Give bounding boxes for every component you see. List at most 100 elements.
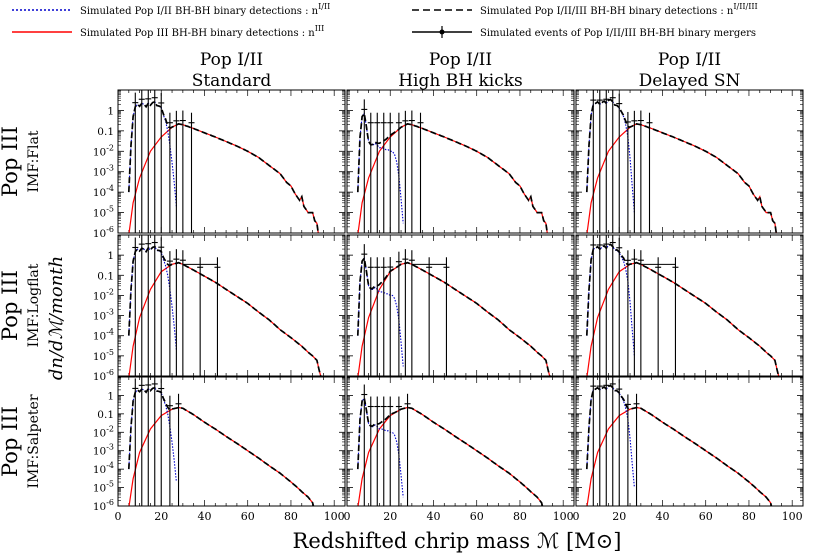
y-tick-label: 10-4 bbox=[93, 328, 114, 343]
combined-line bbox=[585, 384, 773, 506]
legend-label: Simulated events of Pop I/II/III BH-BH b… bbox=[480, 28, 756, 39]
combined-line bbox=[127, 100, 320, 233]
combined-line bbox=[356, 111, 549, 233]
x-tick-label: 20 bbox=[154, 510, 168, 523]
y-tick-label: 10-2 bbox=[93, 287, 114, 302]
panel-plot-area bbox=[585, 90, 778, 233]
x-tick-label: 0 bbox=[573, 510, 580, 523]
panel-flat-standard: 10-610-510-410-310-20.11 bbox=[93, 89, 346, 240]
legend-label-main: Simulated Pop I/II/III BH-BH binary dete… bbox=[480, 6, 734, 17]
legend-label-main: Simulated Pop III BH-BH binary detection… bbox=[80, 28, 315, 39]
y-tick-label: 10-6 bbox=[93, 498, 114, 513]
pop3-line bbox=[357, 406, 543, 506]
panel-frame bbox=[117, 376, 346, 507]
panel-plot-area bbox=[127, 90, 320, 233]
panel-plot-area bbox=[585, 235, 780, 376]
y-tick-exp: -6 bbox=[106, 498, 114, 507]
combined-line bbox=[127, 386, 315, 506]
x-tick-label: 20 bbox=[383, 510, 397, 523]
row-label-line1: Pop III bbox=[0, 270, 22, 341]
panel-frame bbox=[346, 376, 575, 507]
y-tick-base: 10 bbox=[93, 311, 106, 323]
y-tick-exp: -6 bbox=[106, 368, 114, 377]
x-tick-label: 0 bbox=[115, 510, 122, 523]
y-tick-exp: -5 bbox=[106, 480, 114, 489]
y-tick-label: 1 bbox=[107, 250, 114, 262]
x-tick-label: 20 bbox=[612, 510, 626, 523]
y-tick-label: 10-3 bbox=[93, 308, 114, 323]
panel-plot-area bbox=[127, 235, 322, 376]
column-title-line2: Standard bbox=[192, 71, 272, 91]
y-axis-label: dn/dℳ/month bbox=[46, 256, 67, 380]
y-tick-exp: -3 bbox=[106, 164, 114, 173]
y-tick-exp: -3 bbox=[106, 443, 114, 452]
combined-line bbox=[127, 245, 322, 376]
combined-line bbox=[356, 256, 551, 376]
column-title-line1: Pop I/II bbox=[200, 50, 263, 70]
panel-logflat-standard: 10-610-510-410-310-20.11 bbox=[93, 234, 346, 383]
y-tick-exp: -6 bbox=[106, 225, 114, 234]
legend-label-main: Simulated events of Pop I/II/III BH-BH b… bbox=[480, 28, 756, 39]
panel-salpeter-delayed: 0 20 40 60 80 100 bbox=[573, 376, 804, 523]
row-label-line2: IMF:Flat bbox=[26, 130, 42, 192]
panel-plot-area bbox=[127, 377, 315, 506]
combined-line bbox=[356, 396, 544, 506]
legend-entry: Simulated Pop I/II/III BH-BH binary dete… bbox=[412, 2, 758, 17]
panel-flat-delayed bbox=[575, 89, 804, 234]
x-tick-label: 60 bbox=[699, 510, 713, 523]
panel-flat-kicks bbox=[346, 89, 575, 234]
y-tick-base: 10 bbox=[93, 427, 106, 439]
panel-logflat-kicks bbox=[346, 234, 575, 377]
legend-label: Simulated Pop III BH-BH binary detection… bbox=[80, 24, 324, 39]
y-tick-base: 10 bbox=[93, 187, 106, 199]
y-tick-base: 10 bbox=[93, 167, 106, 179]
x-tick-label: 80 bbox=[513, 510, 527, 523]
y-tick-exp: -5 bbox=[106, 205, 114, 214]
row-label-line2: IMF:Logflat bbox=[26, 263, 42, 347]
y-tick-label: 10-3 bbox=[93, 443, 114, 458]
panel-plot-area bbox=[356, 384, 544, 506]
pop12-line bbox=[586, 384, 635, 488]
legend-entry: Simulated Pop I/II BH-BH binary detectio… bbox=[12, 2, 330, 17]
legend-label: Simulated Pop I/II BH-BH binary detectio… bbox=[80, 2, 330, 17]
y-tick-label: 10-6 bbox=[93, 225, 114, 240]
y-tick-label: 10-5 bbox=[93, 480, 114, 495]
legend-label-sup: I/II/III bbox=[733, 2, 757, 11]
y-tick-label: 0.1 bbox=[97, 126, 114, 138]
y-tick-base: 10 bbox=[93, 228, 106, 240]
y-tick-label: 10-3 bbox=[93, 164, 114, 179]
panel-frame bbox=[346, 89, 575, 234]
row-label-line1: Pop III bbox=[0, 126, 22, 197]
panel-salpeter-standard: 10-610-510-410-310-20.110 20 40 60 80 100 bbox=[93, 376, 346, 523]
pop3-line bbox=[586, 406, 772, 506]
x-axis-label: Redshifted chrip mass ℳ [M⊙] bbox=[293, 529, 622, 553]
y-tick-base: 10 bbox=[93, 331, 106, 343]
pop12-line bbox=[357, 112, 404, 224]
y-tick-label: 10-4 bbox=[93, 184, 114, 199]
column-title-line1: Pop I/II bbox=[658, 50, 721, 70]
panel-frame bbox=[117, 234, 346, 377]
x-tick-label: 40 bbox=[197, 510, 211, 523]
x-tick-label: 80 bbox=[284, 510, 298, 523]
pop12-line bbox=[586, 243, 635, 356]
x-tick-label: 60 bbox=[470, 510, 484, 523]
pop3-line bbox=[128, 406, 314, 506]
y-tick-exp: -4 bbox=[106, 184, 114, 193]
y-tick-label: 10-4 bbox=[93, 461, 114, 476]
panels: 10-610-510-410-310-20.1110-610-510-410-3… bbox=[93, 89, 804, 523]
y-tick-base: 10 bbox=[93, 208, 106, 220]
panel-frame bbox=[575, 234, 804, 377]
legend-label-main: Simulated Pop I/II BH-BH binary detectio… bbox=[80, 6, 319, 17]
pop12-line bbox=[128, 246, 177, 350]
y-tick-exp: -2 bbox=[106, 143, 114, 152]
panel-logflat-delayed bbox=[575, 234, 804, 377]
legend-entry: Simulated events of Pop I/II/III BH-BH b… bbox=[412, 26, 756, 39]
pop3-line bbox=[357, 123, 548, 233]
y-tick-exp: -5 bbox=[106, 348, 114, 357]
y-tick-base: 10 bbox=[93, 146, 106, 158]
y-tick-label: 0.1 bbox=[97, 270, 114, 282]
pop3-line bbox=[128, 123, 319, 233]
